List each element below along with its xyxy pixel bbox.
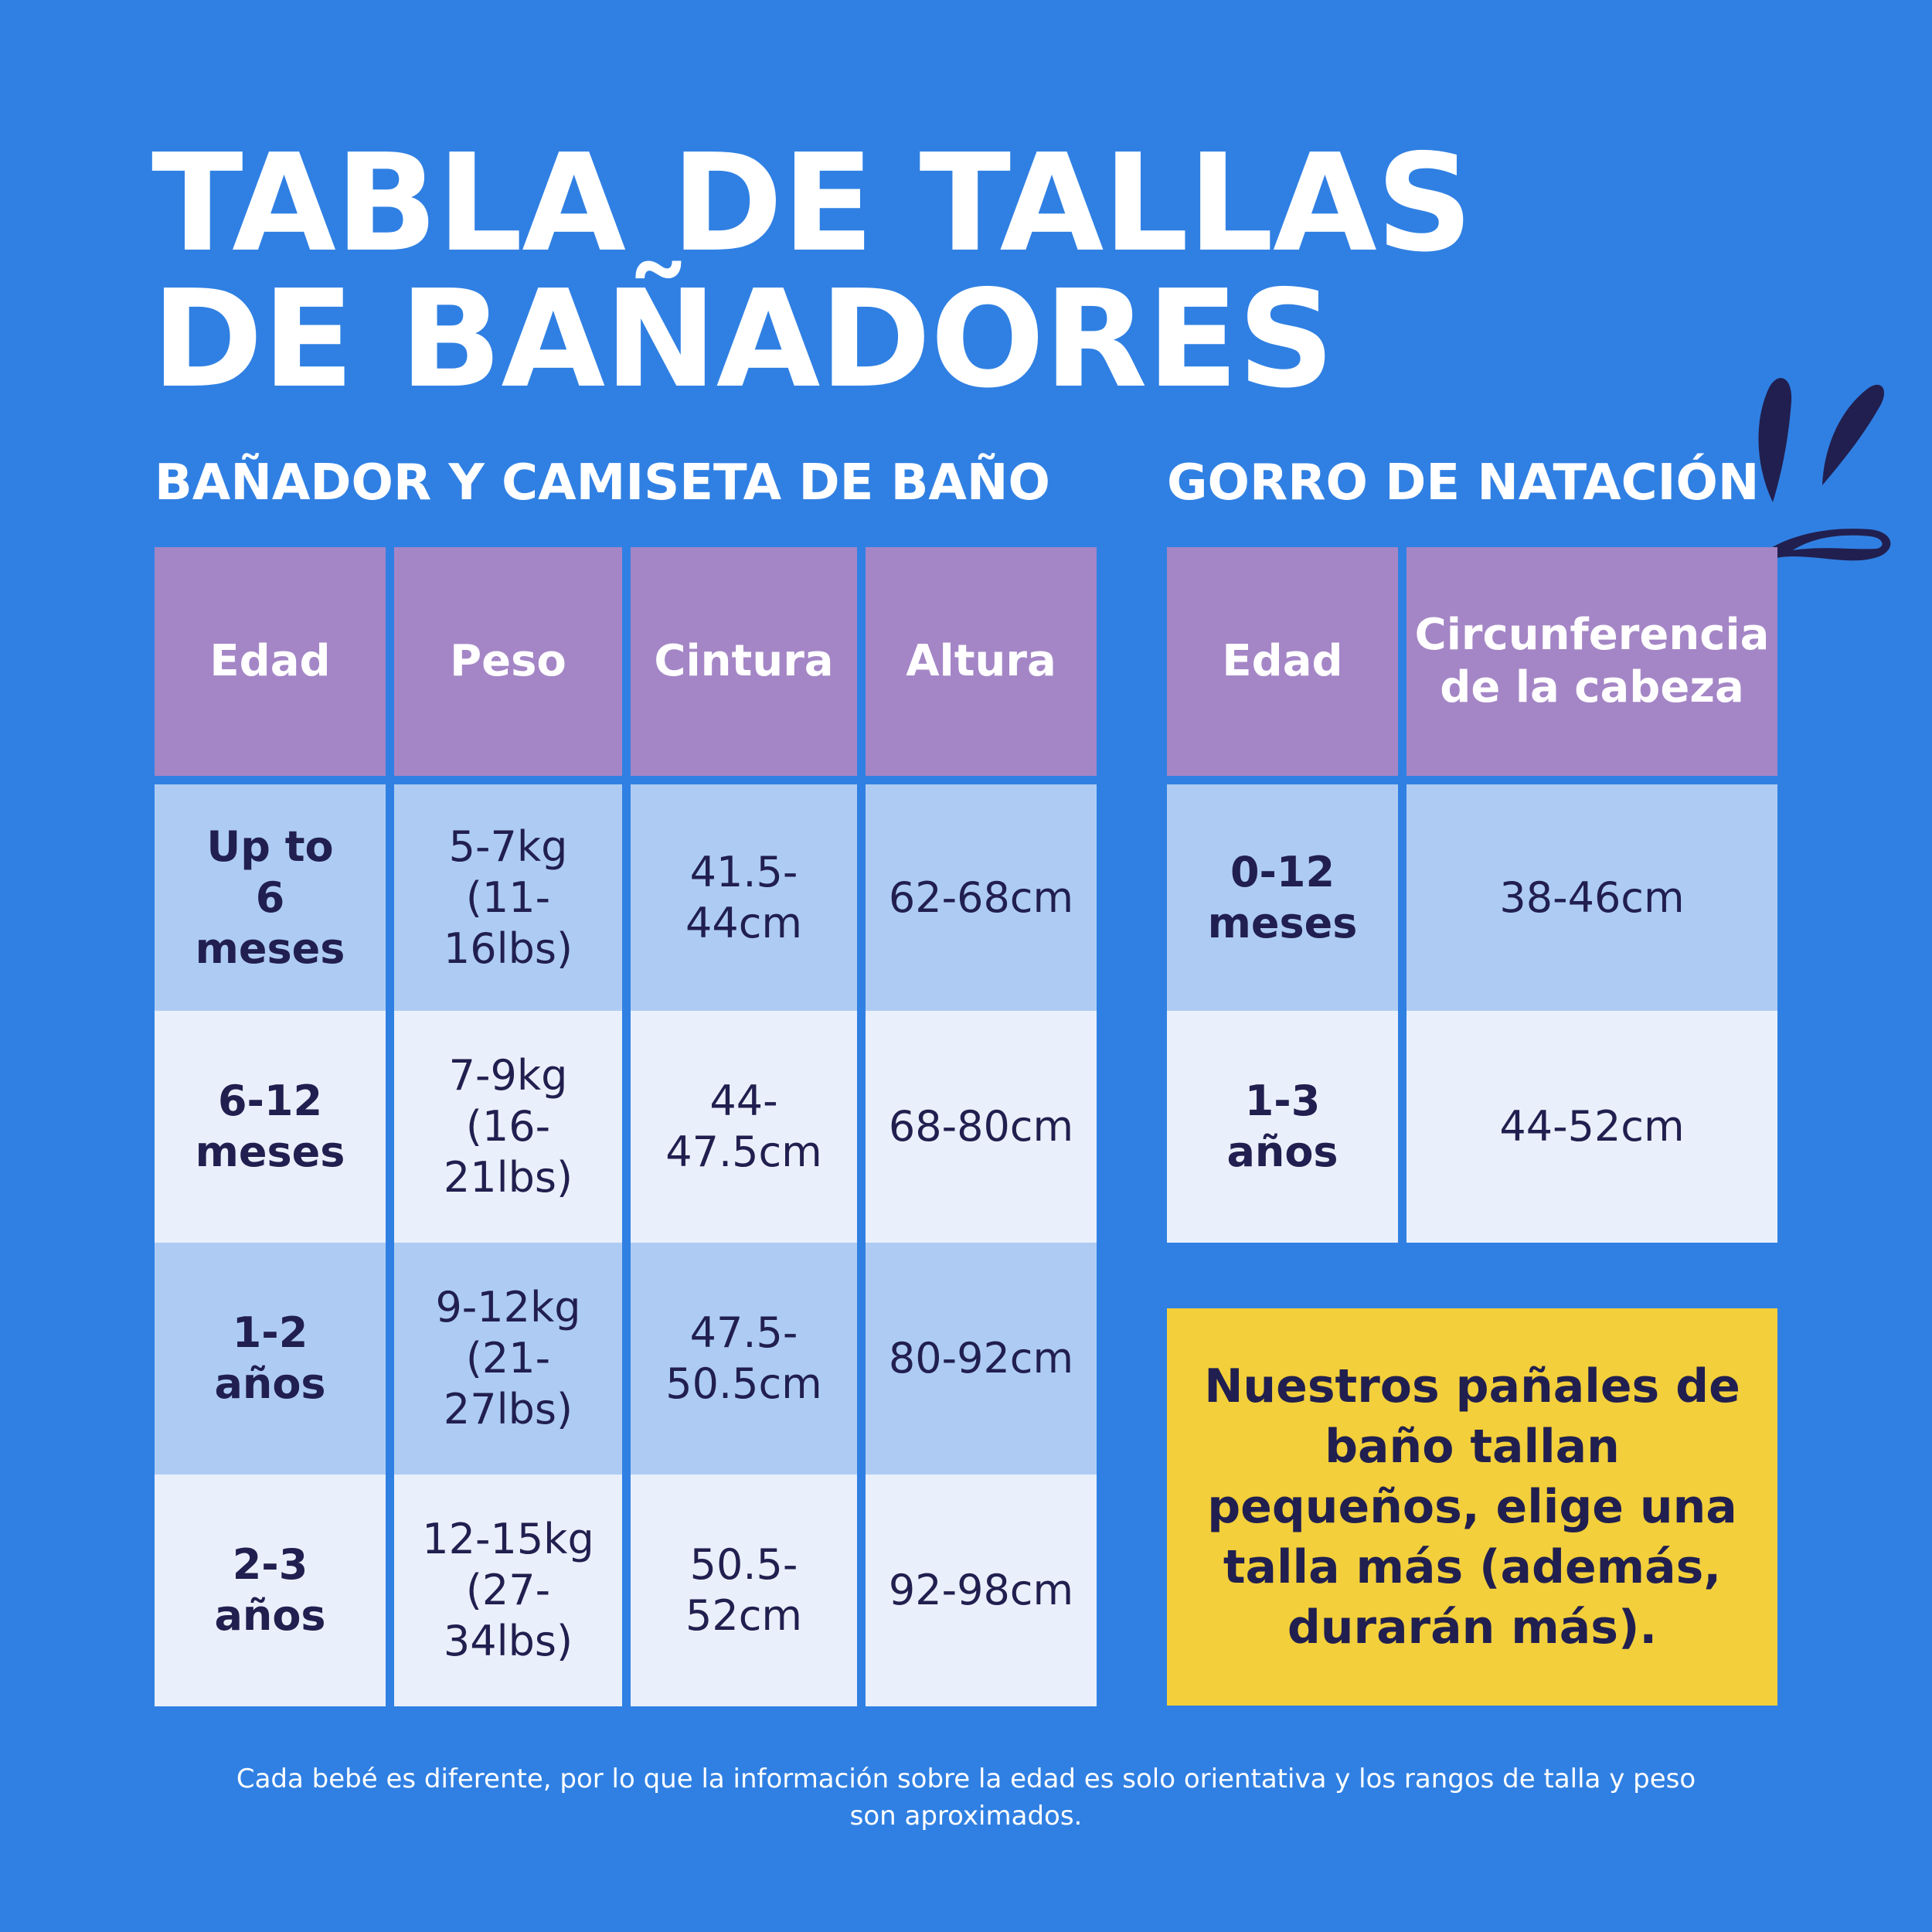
table-row-4-peso: 12-15kg (27-34lbs) — [394, 1475, 622, 1706]
table-row-1-edad: Up to 6 meses — [155, 784, 386, 1011]
table-row-2-altura: 68-80cm — [866, 1011, 1097, 1243]
table-row-1-cintura: 41.5-44cm — [631, 784, 857, 1011]
disclaimer-footer: Cada bebé es diferente, por lo que la in… — [236, 1764, 1696, 1832]
cap-header-edad: Edad — [1167, 547, 1398, 776]
cap-table-heading: GORRO DE NATACIÓN — [1167, 454, 1760, 512]
cap-row-1-edad: 0-12 meses — [1167, 784, 1398, 1011]
table-row-2-cintura: 44-47.5cm — [631, 1011, 857, 1243]
title-line-1: TABLA DE TALLAS — [151, 125, 1473, 282]
cap-row-1-circunferencia: 38-46cm — [1406, 784, 1777, 1011]
cap-row-2-circunferencia: 44-52cm — [1406, 1011, 1777, 1243]
size-note-box: Nuestros pañales de baño tallan pequeños… — [1167, 1308, 1777, 1706]
page-title: TABLA DE TALLAS DE BAÑADORES — [151, 125, 1473, 418]
table-row-1-altura: 62-68cm — [866, 784, 1097, 1011]
table-row-4-altura: 92-98cm — [866, 1475, 1097, 1706]
header-cintura: Cintura — [631, 547, 857, 776]
splash-icon — [1745, 378, 1891, 570]
header-altura: Altura — [866, 547, 1097, 776]
table-row-4-edad: 2-3 años — [155, 1475, 386, 1706]
cap-header-circunferencia: Circunferencia de la cabeza — [1406, 547, 1777, 776]
cap-row-2-edad: 1-3 años — [1167, 1011, 1398, 1243]
table-row-3-peso: 9-12kg (21-27lbs) — [394, 1243, 622, 1475]
table-row-2-edad: 6-12 meses — [155, 1011, 386, 1243]
header-peso: Peso — [394, 547, 622, 776]
table-row-3-altura: 80-92cm — [866, 1243, 1097, 1475]
title-line-2: DE BAÑADORES — [151, 261, 1335, 418]
table-row-1-peso: 5-7kg (11-16lbs) — [394, 784, 622, 1011]
table-row-3-edad: 1-2 años — [155, 1243, 386, 1475]
header-edad: Edad — [155, 547, 386, 776]
table-row-3-cintura: 47.5-50.5cm — [631, 1243, 857, 1475]
table-row-4-cintura: 50.5-52cm — [631, 1475, 857, 1706]
swimsuit-table-heading: BAÑADOR Y CAMISETA DE BAÑO — [155, 454, 1050, 512]
table-row-2-peso: 7-9kg (16-21lbs) — [394, 1011, 622, 1243]
